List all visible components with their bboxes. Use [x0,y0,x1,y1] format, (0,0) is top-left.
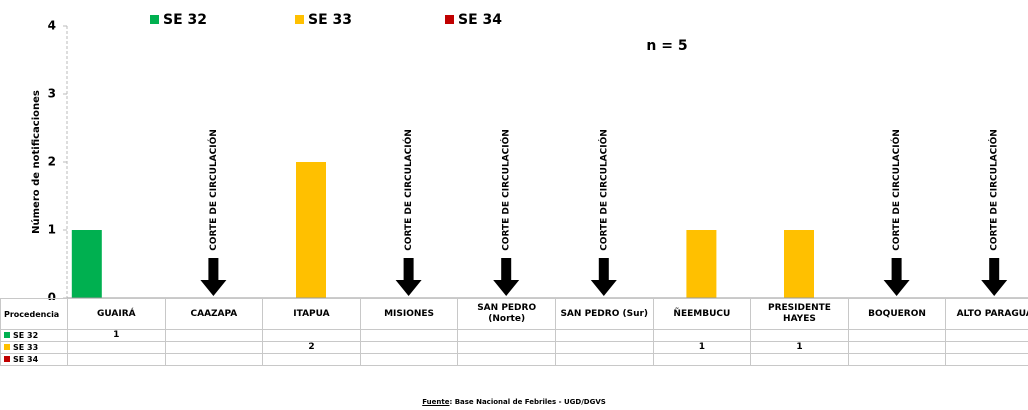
bar [71,230,102,298]
table-cell [67,341,166,354]
annotation: CORTE DE CIRCULACIÓN [207,129,219,251]
arrow [200,258,227,296]
table-cell [457,329,556,342]
table-header-row: Procedencia GUAIRÁ CAAZAPA ITAPUA MISIONES SA… [0,298,1028,330]
legend-label: SE 33 [308,12,352,28]
table-cell: 1 [67,329,166,342]
arrow [590,258,617,296]
table-cell: 1 [652,341,752,354]
y-tick-label: 1 [48,223,56,237]
x-tick-label: BOQUERON [847,298,947,330]
table-cell [359,329,459,342]
annotation: CORTE DE CIRCULACIÓN [890,129,902,251]
row-label: SE 33 [0,341,68,354]
x-tick-label: PRESIDENTE HAYES [750,298,849,330]
table-cell [359,341,459,354]
table-cell [847,353,947,366]
data-table: Procedencia GUAIRÁ CAAZAPA ITAPUA MISIONES SA… [0,298,1028,366]
legend-swatch [4,356,10,362]
x-tick-label: SAN PEDRO (Norte) [457,298,556,330]
table-cell: 1 [750,341,849,354]
annotation: CORTE DE CIRCULACIÓN [988,129,1000,251]
legend-label: SE 34 [458,12,502,28]
x-tick-label: ALTO PARAGUA [945,298,1028,330]
x-tick-label: ITAPUA [262,298,361,330]
table-cell: 2 [262,341,361,354]
arrow [395,258,422,296]
table-cell [945,329,1028,342]
table-cell [359,353,459,366]
table-cell [554,353,654,366]
table-cell [652,329,752,342]
legend-swatch [150,15,159,24]
table-cell [847,329,947,342]
x-tick-label: MISIONES [359,298,459,330]
table-cell [945,353,1028,366]
row-name: SE 34 [13,355,39,364]
bar [784,230,814,298]
bar [686,230,717,298]
table-cell [457,341,556,354]
x-tick-label: GUAIRÁ [67,298,166,330]
row-name: SE 32 [13,331,39,340]
arrow [981,258,1008,296]
y-tick-label: 4 [48,19,56,33]
legend-swatch [4,344,10,350]
y-tick-label: 0 [48,291,56,301]
row-label: SE 34 [0,353,68,366]
table-cell [164,353,264,366]
row-label: SE 32 [0,329,68,342]
source-text: : Base Nacional de Febriles - UGD/DGVS [449,398,606,406]
table-cell [164,329,264,342]
table-row: SE 33 2 1 1 [0,341,1028,354]
arrow [883,258,910,296]
row-name: SE 33 [13,343,39,352]
table-cell [262,353,361,366]
legend-swatch [4,332,10,338]
table-cell [164,341,264,354]
legend-swatch [445,15,454,24]
table-cell [945,341,1028,354]
annotation: CORTE DE CIRCULACIÓN [402,129,414,251]
y-tick-label: 2 [48,155,56,169]
table-cell [652,353,752,366]
y-axis-title: Número de notificaciones [30,90,42,234]
table-cell [554,329,654,342]
table-header: Procedencia [0,298,68,330]
table-cell [750,353,849,366]
arrow [493,258,520,296]
annotation: CORTE DE CIRCULACIÓN [500,129,512,251]
legend-label: SE 32 [163,12,207,28]
x-tick-label: SAN PEDRO (Sur) [554,298,654,330]
table-cell [457,353,556,366]
table-cell [847,341,947,354]
x-tick-label: ÑEEMBUCU [652,298,752,330]
table-cell [554,341,654,354]
source-label: Fuente [422,398,450,406]
source: Fuente: Base Nacional de Febriles - UGD/… [0,398,1028,406]
y-tick-label: 3 [48,87,56,101]
chart: Número de notificaciones n = 5 0 1 2 3 4 SE 3… [30,12,1028,301]
table-row: SE 32 1 [0,329,1028,342]
note: n = 5 [646,38,687,54]
table-cell [262,329,361,342]
x-tick-label: CAAZAPA [164,298,264,330]
table-cell [67,353,166,366]
legend-swatch [295,15,304,24]
table-row: SE 34 [0,353,1028,366]
table-cell [750,329,849,342]
annotation: CORTE DE CIRCULACIÓN [597,129,609,251]
bar [296,162,326,298]
